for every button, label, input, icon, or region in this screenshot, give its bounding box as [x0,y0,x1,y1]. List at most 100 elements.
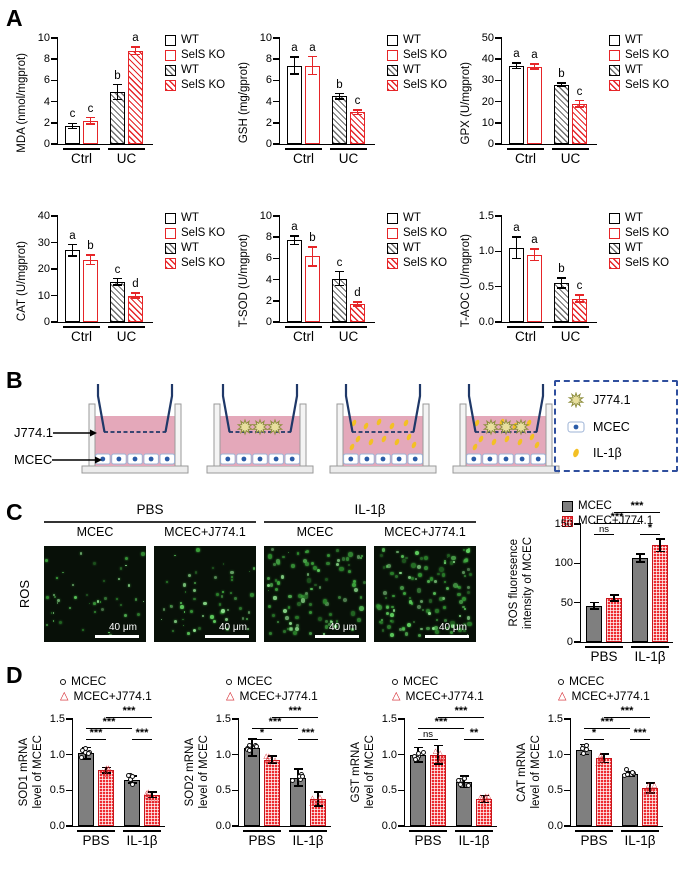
column-header: MCEC+J774.1 [384,525,466,539]
x-group-label: UC [338,151,359,166]
fluorescent-dot [421,608,424,611]
y-axis-title-text: MDA (nmol/mgprot) [15,53,28,153]
fluorescent-dot [305,562,309,566]
scatter-point-triangle: △ [315,796,322,804]
y-tick-label: 30 [37,236,50,249]
y-tick-label: 150 [554,518,573,530]
legend-label: WT [403,242,421,254]
fluorescent-dot [357,618,361,622]
y-axis-tick [51,79,58,82]
fluorescent-dot [124,556,128,560]
y-axis-tick [232,825,239,827]
fluorescent-dot [333,624,337,628]
error-bar-cap [290,73,299,75]
error-bar-stem [116,84,119,100]
error-bar-cap [335,270,344,273]
fluorescent-dot [45,623,49,627]
scatter-point-circle [584,746,590,752]
fluorescent-dot [187,573,191,578]
y-axis-tick [51,268,58,270]
sig-bracket: *** [86,727,106,740]
sig-letter: c [576,280,583,293]
sig-bracket: * [584,727,604,740]
legend-item: WT [165,34,225,47]
y-axis-tick [273,321,280,323]
fluorescent-dot [386,612,390,616]
fluorescent-dot [432,591,436,595]
legend-label: SelS KO [403,79,448,91]
fluorescent-dot [85,593,89,597]
fluorescent-dot [54,595,57,598]
y-axis-tick [398,718,405,720]
fluorescent-dot [437,572,440,576]
legend-item: MCEC+J774.1 [562,515,653,528]
fluorescent-dot [395,574,399,579]
fluorescent-dot [273,596,277,600]
fluorescent-dot [102,580,105,583]
fluorescent-dot [441,597,446,601]
triangle-marker-icon: △ [558,690,567,702]
fluorescent-dot [226,608,230,612]
bar [527,66,542,144]
fluorescent-dot [463,548,466,551]
sig-bracket: ns [594,524,614,535]
y-tick-label: 8 [265,231,272,244]
fluorescent-dot [466,633,469,636]
fluorescent-dot [337,559,340,562]
sig-label: *** [600,716,614,728]
fluorescent-dot [181,618,184,621]
error-bar-cap [599,761,609,764]
fluorescent-dot [441,573,446,577]
y-axis-tick [574,562,581,565]
fluorescent-dot [52,593,56,597]
x-group-line [77,830,115,832]
fluorescent-dot [310,587,314,591]
fluorescent-dot [231,576,234,579]
legend-swatch [609,258,620,269]
sig-bracket: *** [106,705,152,718]
x-group-label: PBS [580,833,608,848]
scatter-point-triangle: △ [263,752,269,760]
circle-marker-icon [60,678,66,685]
sig-bracket: *** [298,727,318,740]
fluorescent-dot [304,591,308,595]
bar [287,65,302,144]
scatter-point-triangle: △ [436,757,442,765]
y-tick-label: 6 [265,74,272,87]
y-axis-tick [273,236,280,238]
y-axis-tick [398,789,405,792]
fluorescent-dot [350,610,356,616]
y-tick-label: 0.0 [478,316,494,328]
legend: MCEC △ MCEC+J774.1 [392,675,484,703]
fluorescent-dot [160,618,163,621]
fluorescent-dot [435,618,439,622]
panel-a-label: A [6,5,23,31]
fluorescent-dot [194,571,198,574]
fluorescent-dot [462,596,467,601]
legend-item: △ MCEC+J774.1 [226,690,318,703]
fluorescent-dot [417,633,422,637]
legend-swatch [387,65,398,76]
fluorescent-dot [389,619,392,623]
scatter-point-triangle: △ [103,764,110,772]
fluorescent-dot [276,561,280,565]
legend-swatch [609,80,620,91]
error-bar-stem [311,246,314,266]
legend-swatch [609,35,620,46]
sig-label: * [259,727,265,739]
fluorescent-dot [300,594,304,599]
legend-item: WT [387,64,447,77]
y-tick-label: 1.0 [381,748,397,761]
fluorescent-dot [100,608,105,612]
legend-swatch [165,213,176,224]
fluorescent-dot [428,599,433,603]
fluorescent-dot [213,575,217,580]
error-bar-cap [575,106,584,108]
fluorescent-dot [313,565,318,570]
bar [576,749,592,826]
fluorescent-dot [426,626,430,630]
bar [128,50,143,144]
y-tick-label: 1.0 [547,748,563,761]
fluorescent-dot [445,626,449,630]
x-group-line [507,148,544,150]
